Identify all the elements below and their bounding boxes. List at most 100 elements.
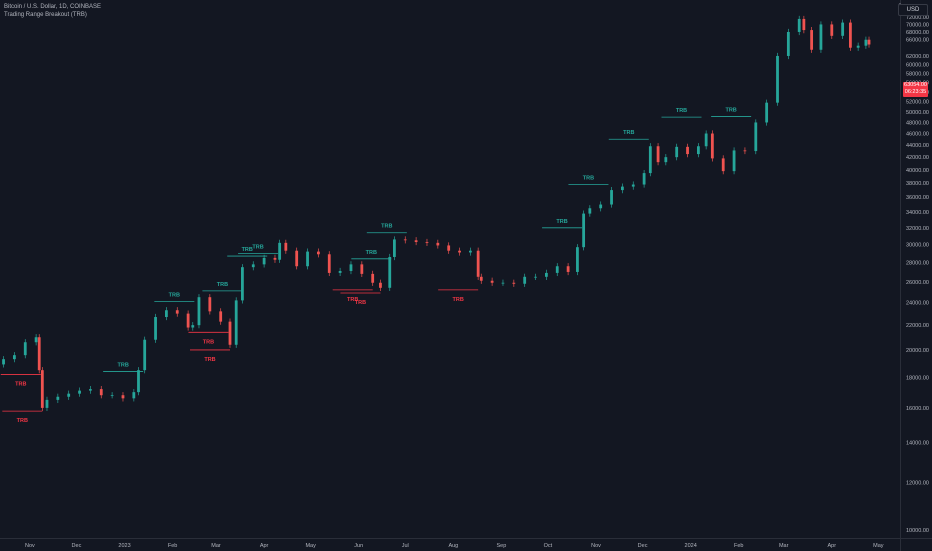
candle — [436, 242, 440, 246]
trb-label-up: TRB — [252, 244, 263, 250]
candle — [99, 389, 103, 396]
candle — [610, 190, 613, 205]
candle — [642, 173, 646, 185]
candle — [34, 337, 38, 343]
candle — [802, 18, 806, 31]
trb-label-up: TRB — [242, 247, 253, 253]
candle — [23, 342, 27, 356]
candle — [841, 22, 845, 36]
candle — [732, 150, 736, 172]
candle — [278, 242, 282, 260]
symbol-title[interactable]: Bitcoin / U.S. Dollar, 1D, COINBASE — [4, 4, 102, 10]
candle — [743, 150, 747, 152]
price-axis[interactable] — [900, 0, 932, 538]
candle — [143, 339, 147, 371]
axis-corner — [900, 538, 932, 551]
last-price-countdown: 06:23:35 — [904, 89, 927, 95]
trb-label-up: TRB — [381, 224, 392, 230]
candle — [13, 355, 16, 360]
candle — [45, 399, 49, 408]
candle — [360, 264, 364, 274]
candle — [393, 239, 396, 257]
trb-label-up: TRB — [725, 108, 736, 114]
candle — [704, 133, 708, 147]
candle — [37, 337, 41, 371]
candle — [588, 208, 592, 214]
candle — [121, 395, 125, 399]
candle — [476, 250, 480, 277]
candle — [582, 213, 586, 248]
trb-label-up: TRB — [623, 130, 634, 136]
candle — [110, 395, 114, 397]
candle — [388, 256, 392, 288]
candle — [137, 370, 140, 393]
candle — [379, 282, 382, 288]
candle — [786, 31, 790, 56]
candle — [165, 310, 168, 318]
candle — [696, 146, 700, 155]
trb-label-up: TRB — [366, 250, 377, 256]
candle — [754, 122, 758, 152]
candle — [458, 250, 461, 253]
trb-label-down: TRB — [355, 300, 366, 306]
candle — [273, 257, 277, 260]
candle — [710, 133, 714, 159]
candle — [338, 270, 342, 273]
candle — [78, 390, 81, 394]
candle — [648, 146, 652, 174]
candle — [664, 157, 668, 163]
indicator-title[interactable]: Trading Range Breakout (TRB) — [4, 12, 87, 18]
candle — [191, 325, 195, 328]
candle — [534, 276, 537, 278]
candle — [284, 242, 288, 251]
trb-label-up: TRB — [556, 219, 567, 225]
candle — [306, 251, 309, 267]
candle — [154, 317, 157, 340]
candle — [490, 280, 494, 283]
candle — [621, 186, 624, 191]
candle — [447, 245, 451, 251]
candle — [219, 311, 223, 322]
candle — [555, 266, 559, 273]
trb-label-down: TRB — [15, 381, 26, 387]
candle — [512, 282, 516, 284]
candle — [810, 30, 814, 50]
last-price-value: 63054.00 — [904, 82, 927, 88]
currency-selector[interactable]: USD — [898, 4, 928, 16]
trb-label-down: TRB — [347, 297, 358, 303]
trb-label-down: TRB — [453, 297, 464, 303]
candle — [228, 321, 232, 345]
candle — [501, 282, 505, 284]
trb-label-up: TRB — [676, 108, 687, 114]
candle — [317, 251, 320, 255]
chart-legend: Bitcoin / U.S. Dollar, 1D, COINBASE Trad… — [4, 3, 101, 19]
candle — [414, 240, 418, 242]
candle — [2, 359, 5, 365]
candle — [469, 250, 472, 253]
candle — [234, 300, 238, 345]
candle — [867, 39, 871, 45]
candle — [241, 267, 244, 301]
candle — [631, 184, 635, 187]
candle — [479, 276, 483, 281]
candle — [349, 264, 353, 271]
candle — [371, 273, 375, 283]
candle — [819, 24, 823, 50]
candle — [425, 241, 429, 243]
candle — [576, 247, 579, 272]
candle — [656, 146, 660, 163]
trb-label-down: TRB — [17, 418, 28, 424]
candle — [675, 146, 679, 158]
candle — [545, 272, 548, 277]
trb-label-down: TRB — [203, 339, 214, 345]
candle — [40, 370, 44, 408]
candle — [251, 264, 255, 268]
candle — [686, 146, 689, 155]
candle — [721, 158, 725, 172]
time-axis[interactable] — [0, 538, 900, 551]
candle — [566, 266, 570, 272]
candle — [89, 389, 92, 391]
candle — [797, 18, 801, 32]
